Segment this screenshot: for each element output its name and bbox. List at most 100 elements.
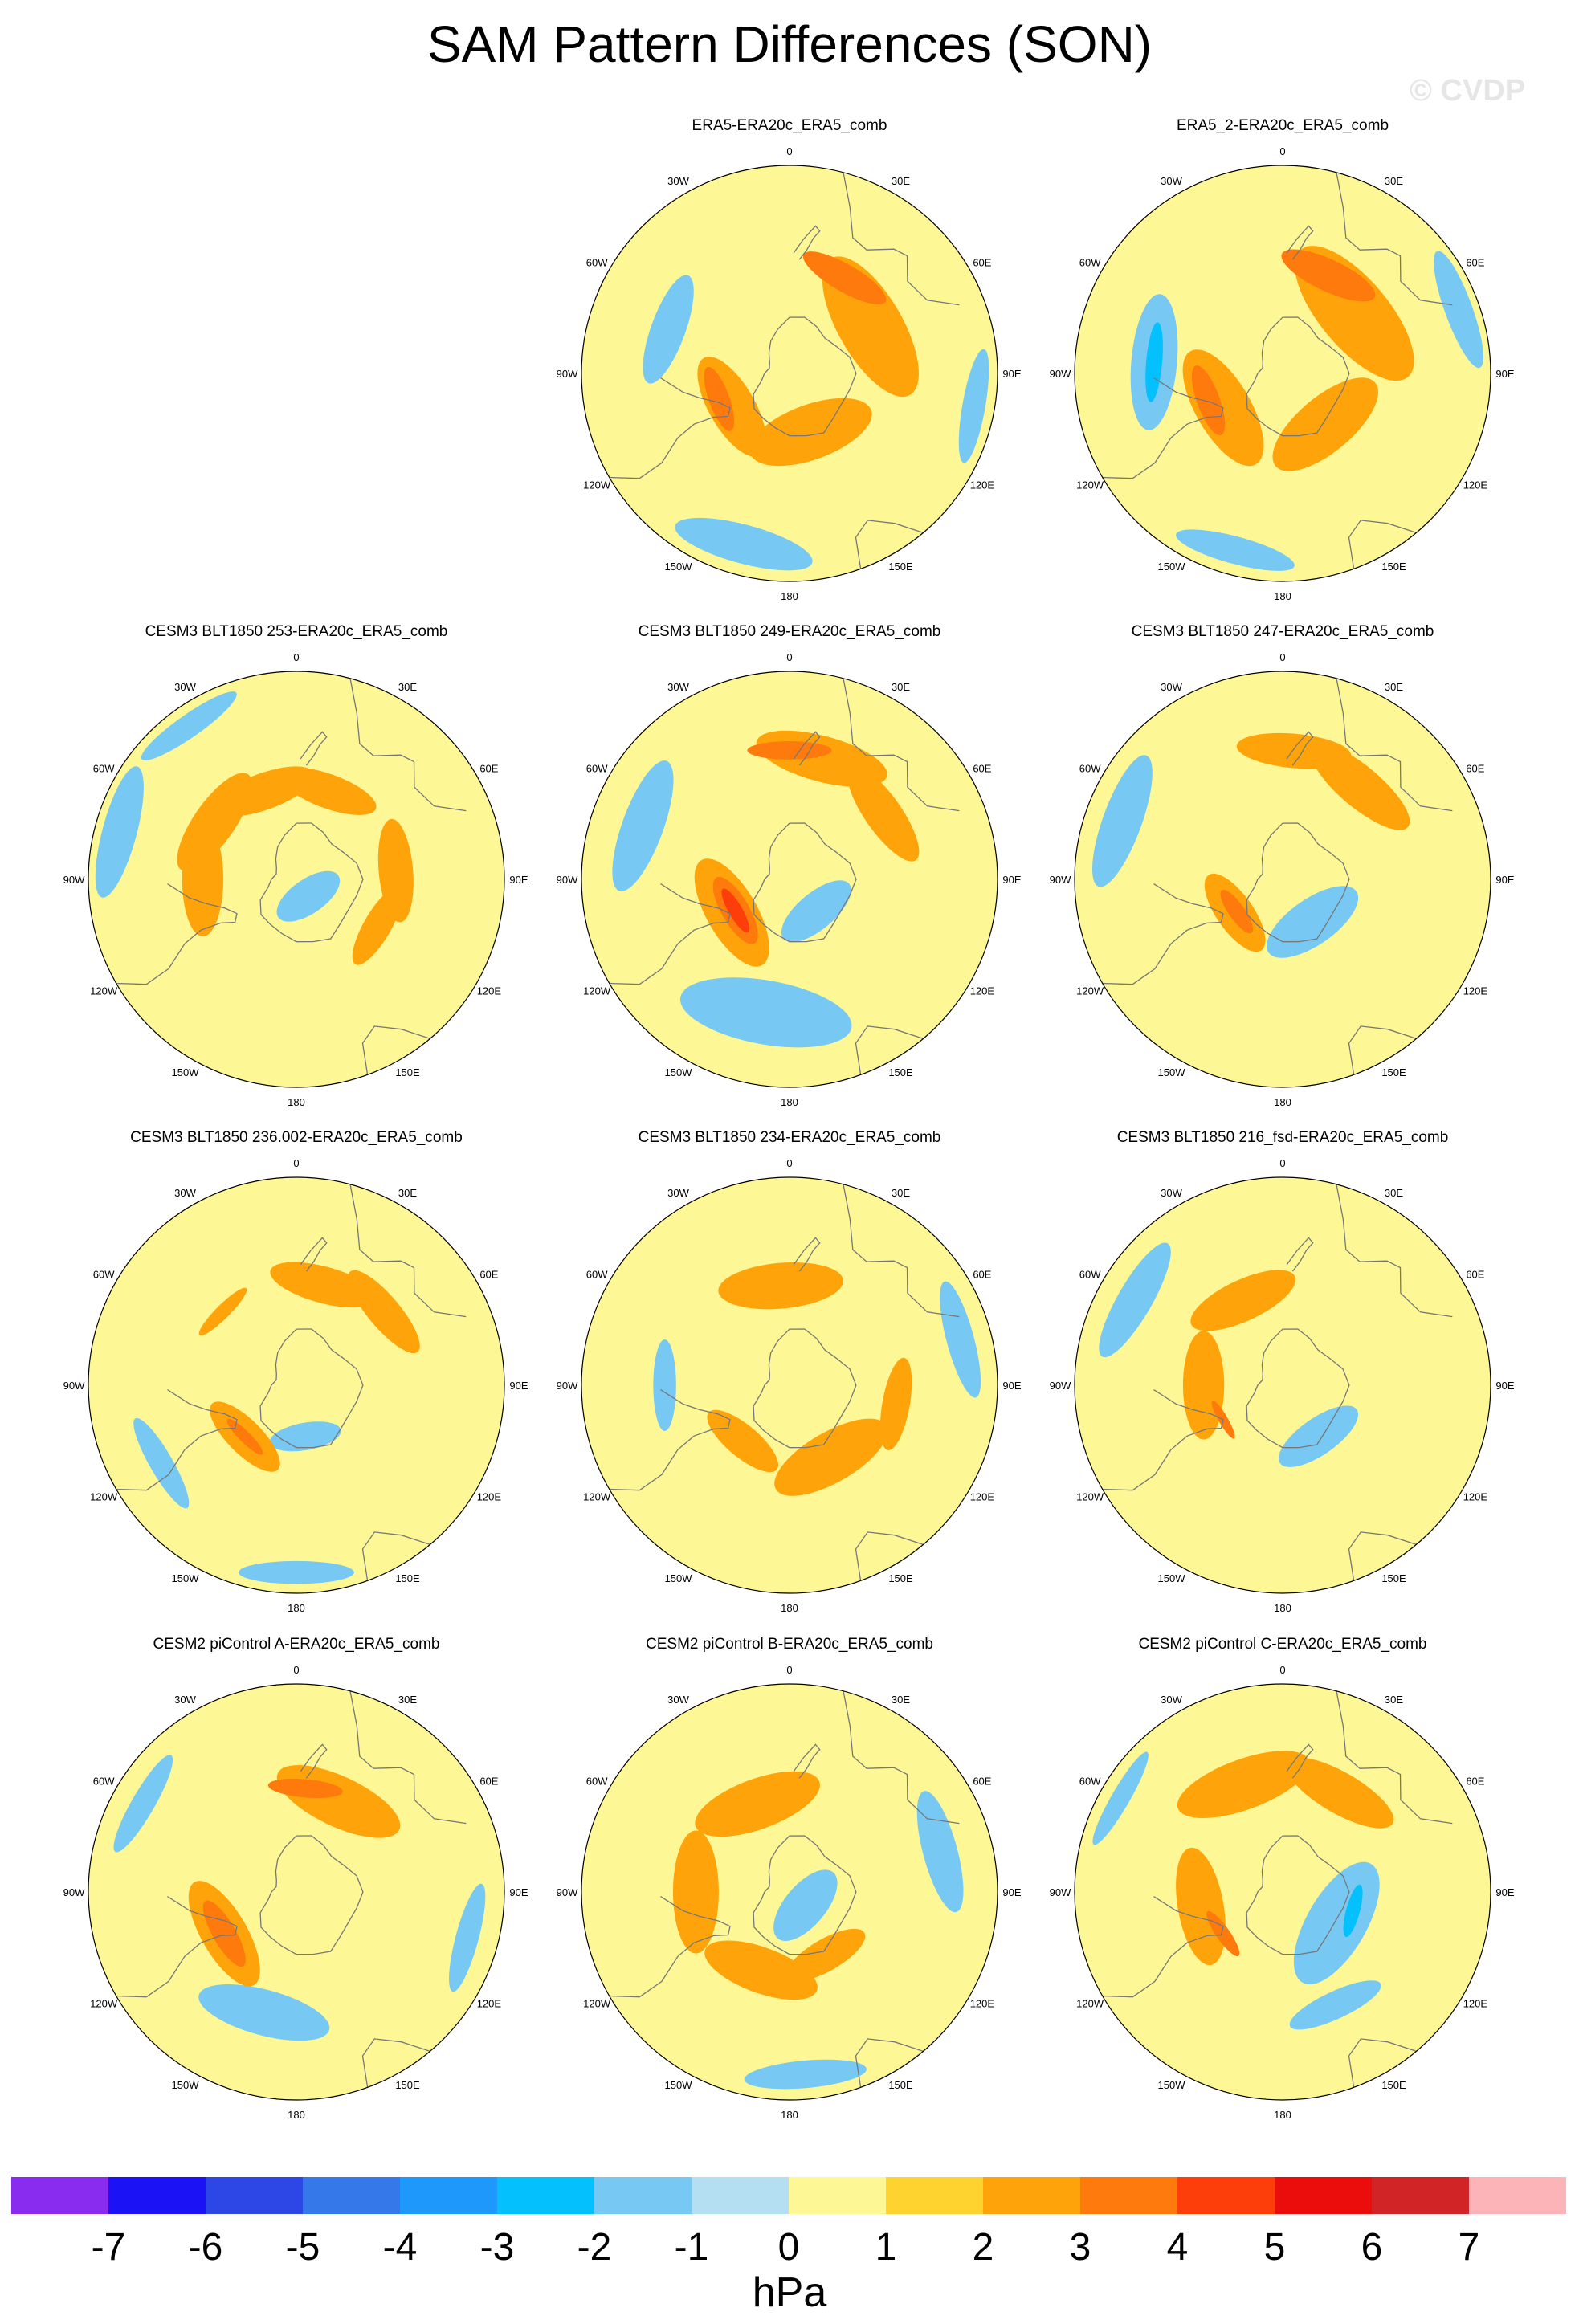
longitude-label: 60E xyxy=(1466,257,1484,269)
australia-outline xyxy=(349,678,467,812)
longitude-label: 120E xyxy=(970,1491,995,1503)
antarctica-outline xyxy=(753,822,857,943)
antarctica-outline xyxy=(1246,1328,1350,1449)
longitude-label: 150W xyxy=(172,1572,200,1584)
antarctica-outline xyxy=(753,1328,857,1449)
australia-outline xyxy=(843,1690,960,1825)
longitude-label: 60W xyxy=(93,763,115,775)
new-zealand-outline xyxy=(300,1237,328,1272)
longitude-label: 60E xyxy=(479,763,498,775)
south-america-outline xyxy=(1102,1389,1224,1491)
longitude-label: 150E xyxy=(1381,1066,1406,1078)
longitude-label: 30E xyxy=(892,1187,910,1199)
longitude-label: 30E xyxy=(1385,175,1403,187)
longitude-label: 150E xyxy=(888,2079,913,2091)
positive-anomaly xyxy=(1281,249,1376,302)
longitude-label: 60E xyxy=(1466,763,1484,775)
longitude-label: 180 xyxy=(1274,1602,1291,1614)
south-america-outline xyxy=(609,883,731,985)
longitude-label: 150E xyxy=(395,1572,420,1584)
colorbar-tick-label: 3 xyxy=(1070,2226,1091,2269)
field-base xyxy=(1075,165,1491,581)
longitude-label: 60W xyxy=(586,763,608,775)
panel-title: CESM3 BLT1850 253-ERA20c_ERA5_comb xyxy=(145,623,448,640)
map-panels: ERA5-ERA20c_ERA5_comb 0 30E 60E 90E 120E 150E 1… xyxy=(63,117,1515,2121)
longitude-label: 120W xyxy=(90,1491,118,1503)
south-america-outline xyxy=(1102,1896,1224,1998)
longitude-label: 90W xyxy=(1050,1886,1071,1898)
africa-outline xyxy=(855,1531,924,1581)
map-panel: CESM3 BLT1850 253-ERA20c_ERA5_comb 0 30E 60… xyxy=(63,623,528,1108)
longitude-label: 120W xyxy=(1076,1998,1104,2010)
longitude-label: 150E xyxy=(1381,2079,1406,2091)
longitude-label: 60W xyxy=(586,1269,608,1281)
map-border xyxy=(581,1176,998,1594)
longitude-label: 60W xyxy=(586,1776,608,1788)
africa-outline xyxy=(361,2038,430,2088)
positive-anomaly xyxy=(348,1270,420,1354)
longitude-label: 0 xyxy=(293,1157,299,1169)
negative-anomaly xyxy=(679,977,852,1048)
colorbar-tick-label: -4 xyxy=(383,2226,418,2269)
coastlines xyxy=(1102,678,1453,1075)
colorbar: -7 -6 -5 -4 -3 -2 -1 0 1 2 3 4 5 6 7 hPa xyxy=(11,2177,1566,2316)
longitude-label: 30W xyxy=(667,175,689,187)
negative-anomaly xyxy=(133,1417,190,1509)
new-zealand-outline xyxy=(793,731,821,766)
longitude-label: 30E xyxy=(1385,1694,1403,1706)
longitude-label: 150W xyxy=(665,2079,693,2091)
longitude-label: 30E xyxy=(398,1694,417,1706)
positive-anomaly xyxy=(721,888,749,933)
colorbar-tick-label: -1 xyxy=(675,2226,709,2269)
positive-anomaly xyxy=(749,398,872,467)
longitude-label: 30W xyxy=(667,1694,689,1706)
longitude-label: 60E xyxy=(973,1776,991,1788)
panel-title: CESM2 piControl A-ERA20c_ERA5_comb xyxy=(153,1636,440,1653)
new-zealand-outline xyxy=(300,1743,328,1779)
colorbar-swatch xyxy=(886,2177,983,2214)
longitude-label: 90W xyxy=(63,1886,85,1898)
longitude-label: 150W xyxy=(665,561,693,573)
longitude-label: 90E xyxy=(509,874,528,886)
field-base xyxy=(1075,671,1491,1087)
longitude-label: 0 xyxy=(293,651,299,663)
map-border xyxy=(1074,1683,1491,2101)
antarctica-outline xyxy=(1246,1835,1350,1955)
negative-anomaly xyxy=(1289,1980,1381,2030)
antarctica-outline xyxy=(259,822,364,943)
longitude-label: 60E xyxy=(973,257,991,269)
australia-outline xyxy=(1336,1690,1453,1825)
south-america-outline xyxy=(116,1389,238,1491)
longitude-label: 150E xyxy=(888,1572,913,1584)
australia-outline xyxy=(843,1184,960,1318)
longitude-label: 60W xyxy=(93,1776,115,1788)
colorbar-swatch xyxy=(1372,2177,1469,2214)
positive-anomaly xyxy=(1177,1751,1310,1818)
new-zealand-outline xyxy=(793,225,821,260)
africa-outline xyxy=(1348,1531,1417,1581)
antarctica-outline xyxy=(1246,316,1350,437)
positive-anomaly xyxy=(352,887,403,965)
longitude-label: 90E xyxy=(1495,1886,1514,1898)
negative-anomaly xyxy=(198,1984,330,2041)
longitude-label: 90E xyxy=(1002,368,1021,380)
longitude-label: 30W xyxy=(1161,1187,1182,1199)
positive-anomaly xyxy=(847,765,920,862)
australia-outline xyxy=(1336,1184,1453,1318)
panel-field xyxy=(581,671,998,1087)
longitude-label: 60W xyxy=(93,1269,115,1281)
colorbar-tick-label: -5 xyxy=(286,2226,320,2269)
field-base xyxy=(88,1684,504,2100)
colorbar-tick-label: 6 xyxy=(1361,2226,1383,2269)
positive-anomaly xyxy=(1191,365,1226,436)
longitude-label: 120W xyxy=(1076,479,1104,491)
longitude-label: 90W xyxy=(1050,874,1071,886)
negative-anomaly xyxy=(1091,755,1153,887)
map-panel: CESM2 piControl B-ERA20c_ERA5_comb 0 30E 60… xyxy=(557,1636,1022,2121)
longitude-label: 30W xyxy=(667,681,689,693)
longitude-label: 120E xyxy=(970,479,995,491)
longitude-label: 60E xyxy=(479,1269,498,1281)
longitude-label: 180 xyxy=(288,1096,305,1108)
coastlines xyxy=(609,1184,960,1581)
coastlines xyxy=(1102,1184,1453,1581)
